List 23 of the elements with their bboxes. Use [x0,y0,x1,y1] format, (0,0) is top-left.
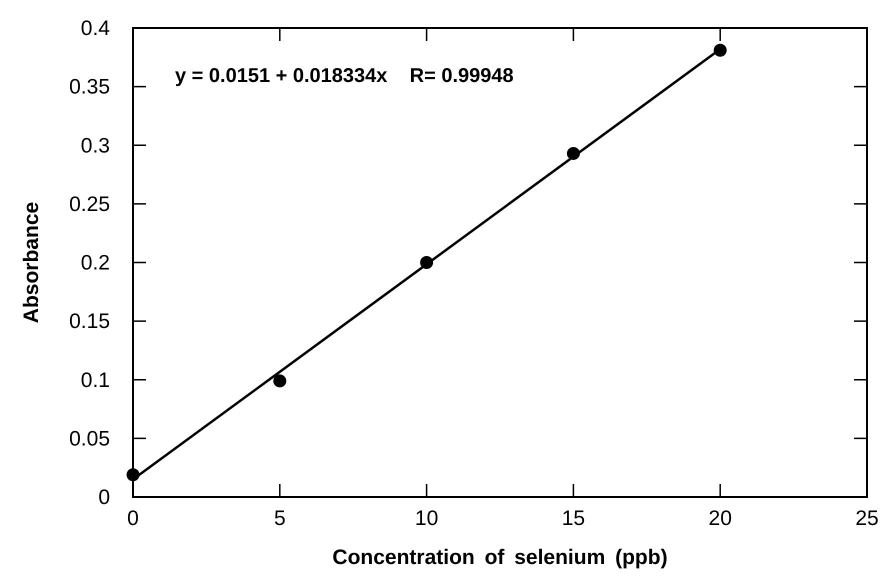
y-tick-label: 0.2 [80,252,110,274]
point [273,374,286,388]
point [126,468,140,482]
x-tick-label: 20 [708,507,732,530]
y-axis-title: Absorbance [20,202,43,324]
y-tick-label: 0.3 [80,134,110,158]
x-tick-label: 15 [562,507,586,530]
x-axis-title: Concentration of selenium (ppb) [332,546,668,569]
x-tick-label: 10 [414,507,438,530]
y-tick-label: 0.15 [69,310,110,334]
point [420,256,434,269]
y-tick-label: 0.1 [80,368,110,392]
y-tick-label: 0 [98,486,110,509]
x-tick-label: 0 [127,507,139,530]
annotation: y = 0.0151 + 0.018334x R= 0.99948 [175,65,514,87]
y-tick-label: 0.35 [69,76,110,99]
point [566,146,580,160]
y-tick-label: 0.05 [69,427,110,450]
point [714,44,727,57]
x-tick-label: 25 [855,507,879,530]
y-tick-label: 0.25 [69,192,110,216]
x-tick-label: 5 [274,507,286,530]
y-tick-label: 0.4 [80,17,110,40]
